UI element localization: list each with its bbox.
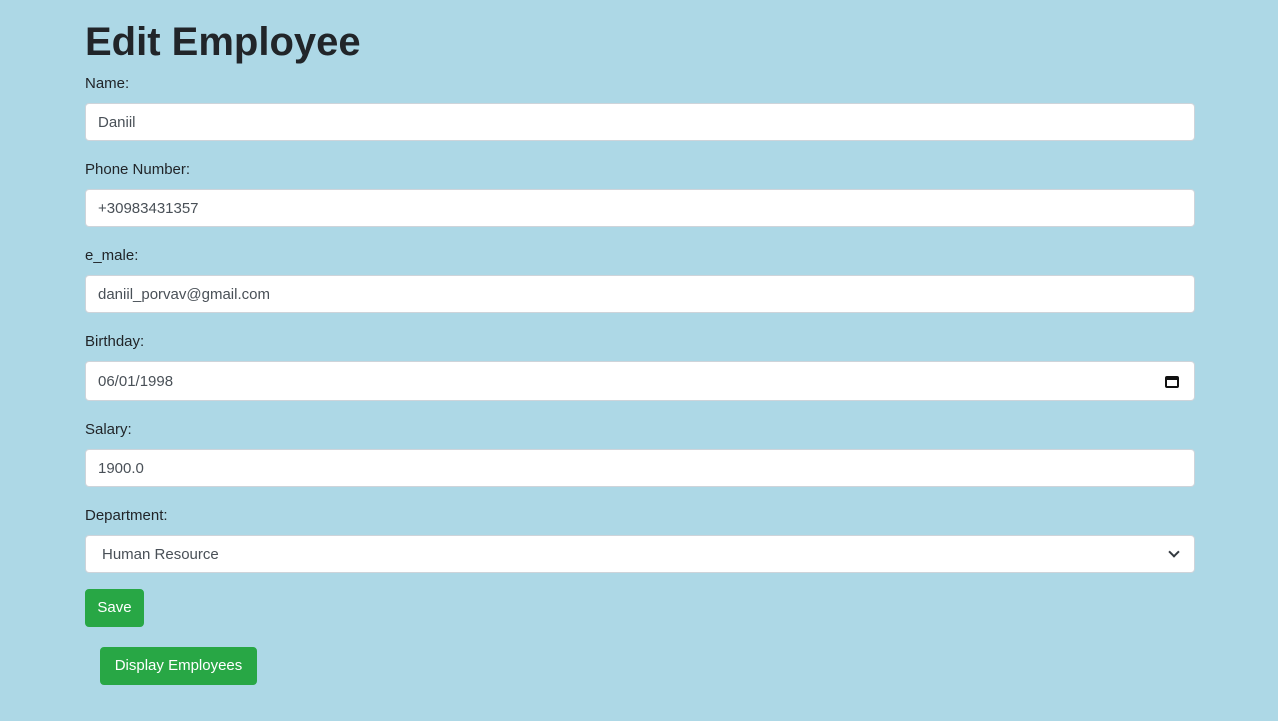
birthday-value: 06/01/1998 — [98, 372, 174, 390]
name-input[interactable]: Daniil — [85, 103, 1195, 141]
page-title: Edit Employee — [85, 20, 361, 64]
department-label: Department: — [85, 507, 168, 524]
salary-label: Salary: — [85, 421, 132, 438]
name-label: Name: — [85, 75, 130, 92]
birthday-label: Birthday: — [85, 333, 145, 350]
birthday-group: Birthday: 06/01/1998 — [85, 332, 1195, 401]
department-value: Human Resource — [102, 545, 219, 563]
phone-value: +30983431357 — [98, 199, 199, 217]
salary-value: 1900.0 — [98, 459, 144, 477]
birthday-input[interactable]: 06/01/1998 — [85, 361, 1195, 401]
email-group: e_male: daniil_porvav@gmail.com — [85, 246, 1195, 313]
calendar-icon[interactable] — [1165, 374, 1179, 388]
chevron-down-icon — [1168, 546, 1180, 558]
save-button[interactable]: Save — [85, 589, 144, 627]
department-group: Department: Human Resource — [85, 506, 1195, 573]
email-input[interactable]: daniil_porvav@gmail.com — [85, 275, 1195, 313]
phone-label: Phone Number: — [85, 161, 191, 178]
name-value: Daniil — [98, 113, 136, 131]
name-group: Name: Daniil — [85, 74, 1195, 141]
phone-group: Phone Number: +30983431357 — [85, 160, 1195, 227]
email-value: daniil_porvav@gmail.com — [98, 285, 270, 303]
display-employees-button[interactable]: Display Employees — [100, 647, 257, 685]
department-select[interactable]: Human Resource — [85, 535, 1195, 573]
salary-input[interactable]: 1900.0 — [85, 449, 1195, 487]
salary-group: Salary: 1900.0 — [85, 420, 1195, 487]
email-label: e_male: — [85, 247, 139, 264]
phone-input[interactable]: +30983431357 — [85, 189, 1195, 227]
